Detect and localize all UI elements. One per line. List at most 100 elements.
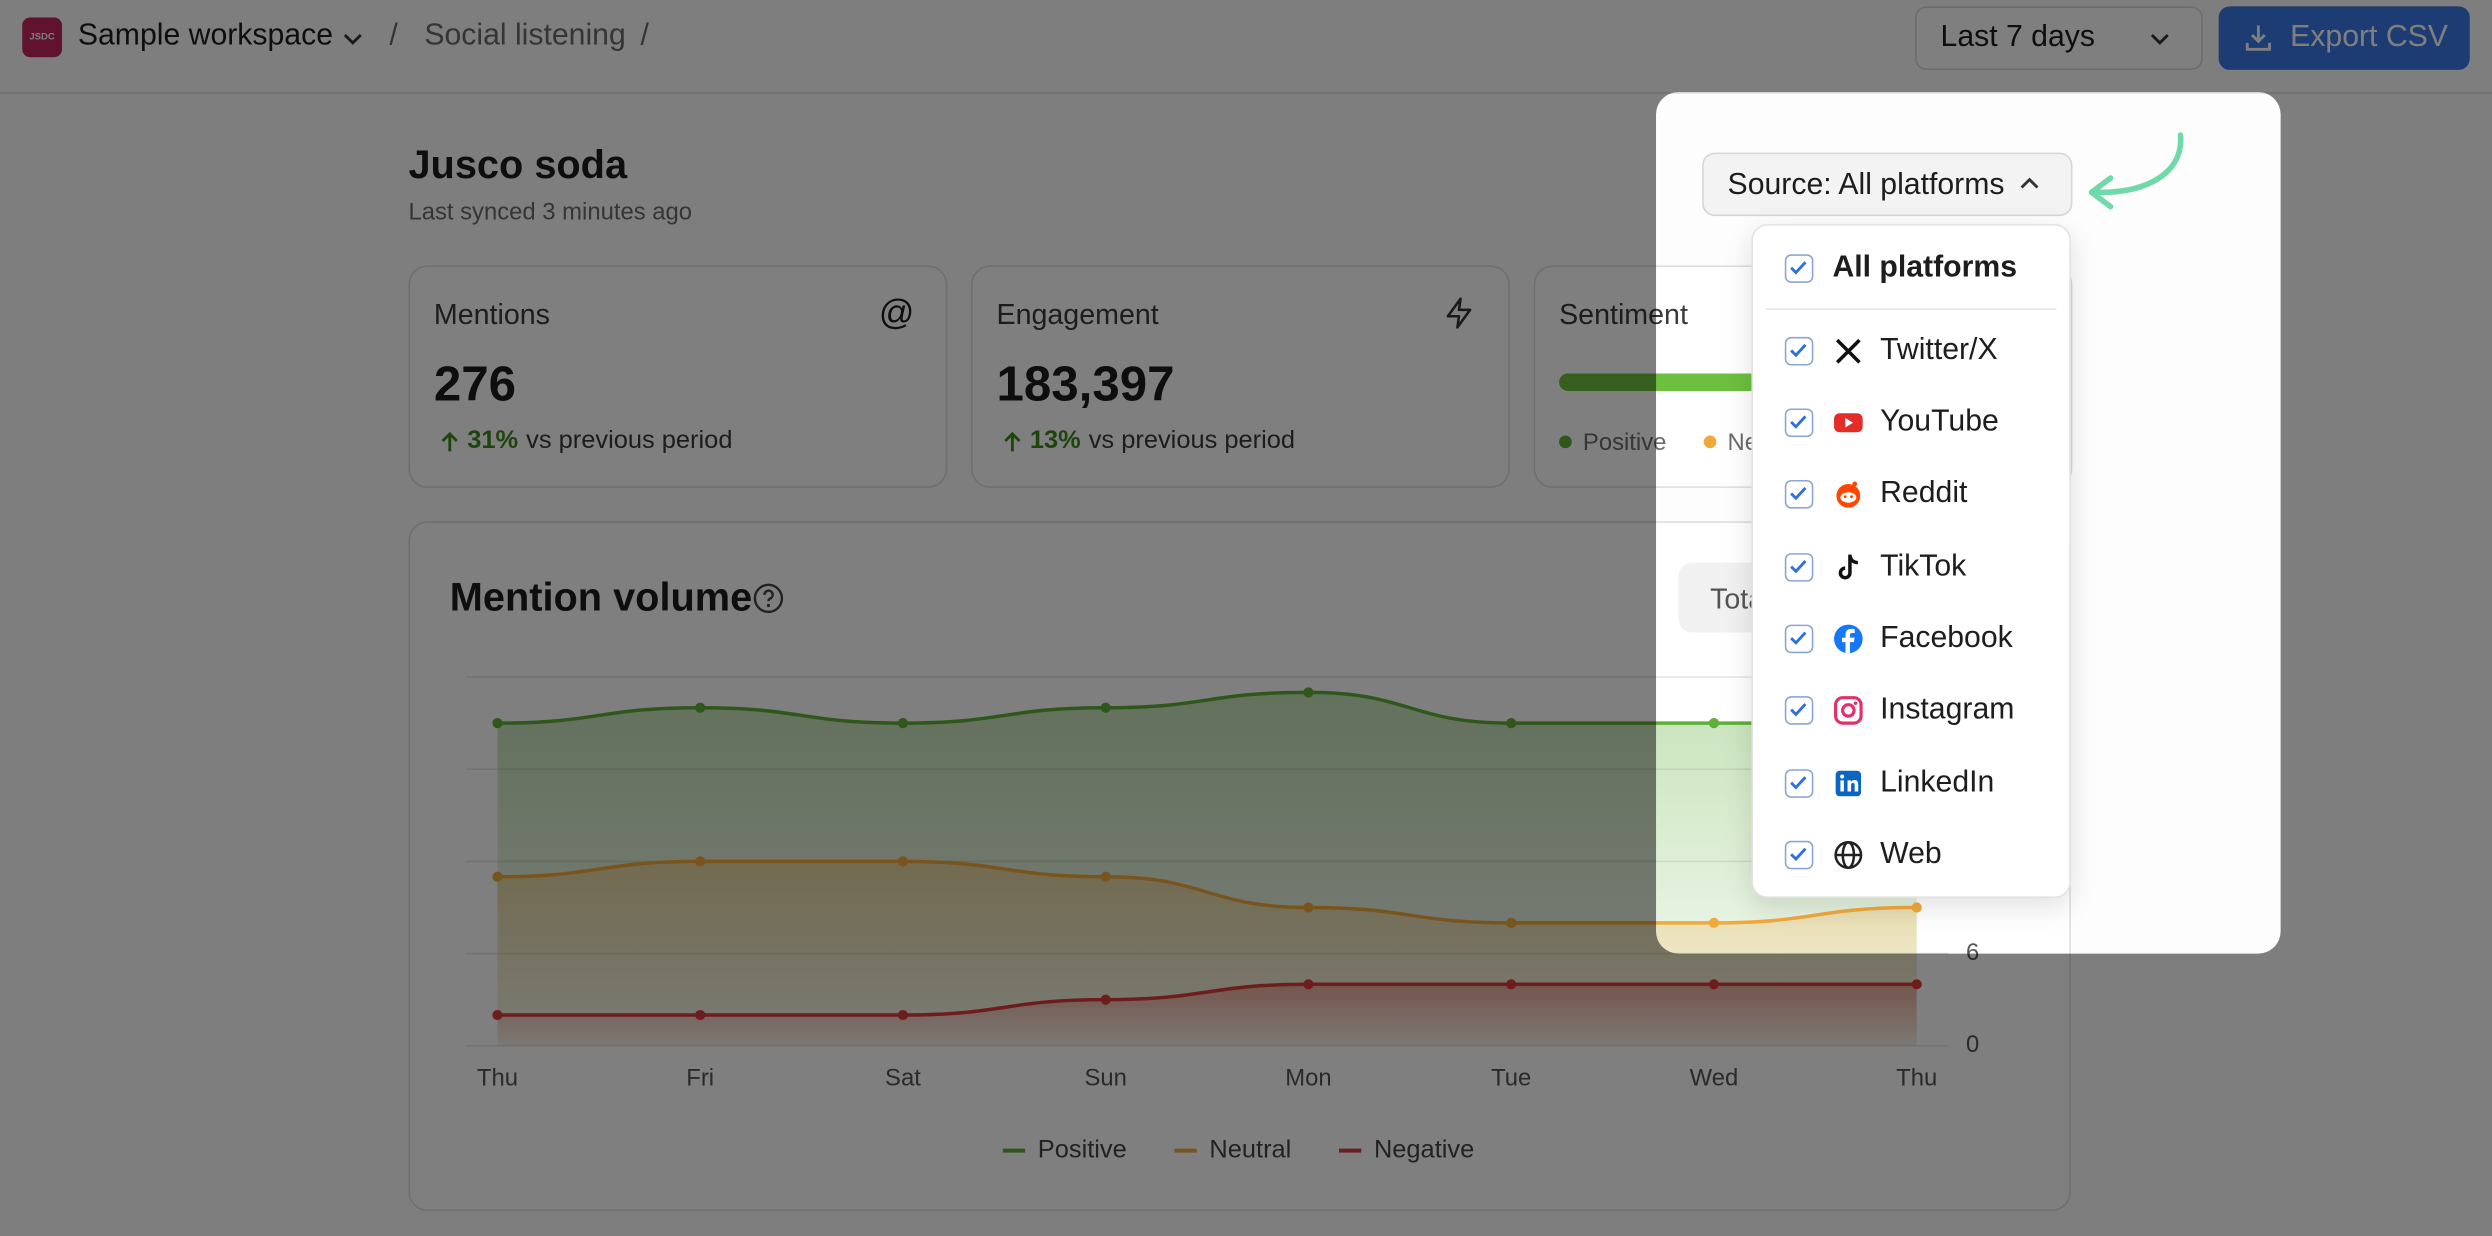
card-title: Mentions [433,298,550,331]
checkbox[interactable] [1784,624,1814,654]
line [497,982,1917,1017]
checkmark [1790,631,1807,645]
source-option[interactable]: Reddit [1753,462,2072,526]
change-note: vs previous period [526,427,733,455]
checkmark [1790,261,1807,275]
point [695,1009,706,1021]
option-label: Facebook [1880,621,2013,655]
platform-icon [1835,770,1862,797]
x-tick-label: Sat [885,1064,921,1091]
sync-status: Last synced 3 minutes ago [408,198,693,226]
option-label: All platforms [1832,251,2018,285]
card-change: 31% vs previous period [440,428,732,457]
legend-label: Negative [1374,1135,1474,1163]
checkbox[interactable] [1784,336,1814,366]
source-option[interactable]: All platforms [1753,237,2072,301]
legend-label: Neutral [1209,1135,1291,1163]
at-icon: @ [878,292,915,333]
point [695,856,706,867]
line [497,690,1917,725]
source-option[interactable]: TikTok [1753,536,2072,600]
point [897,1009,909,1021]
platform-icon [1835,338,1861,364]
y-tick-label: 0 [1966,1031,1979,1058]
up-arrow [441,431,458,452]
checkbox[interactable] [1784,254,1814,283]
workspace-name[interactable]: Sample workspace [77,19,334,53]
legend-dot [1559,435,1572,449]
option-label: LinkedIn [1880,766,1995,800]
workspace-logo[interactable]: JSDC [22,17,62,58]
platform-icon [1834,696,1863,725]
checkbox[interactable] [1784,408,1814,438]
platform-icon [1834,624,1863,654]
legend-label: Positive [1038,1135,1127,1163]
card-value: 276 [433,356,517,412]
x-tick-label: Tue [1491,1064,1531,1091]
date-range-label: Last 7 days [1940,20,2095,55]
point [1708,979,1720,990]
export-label: Export CSV [2290,20,2448,55]
checkmark [1790,560,1807,574]
point [492,871,503,882]
change-percent: 31% [467,427,519,455]
engagement-card [971,265,1510,488]
source-option[interactable]: Facebook [1753,607,2072,671]
source-option[interactable]: Web [1753,823,2072,887]
option-label: Web [1880,837,1942,871]
point [1506,718,1517,729]
platform-icon [1834,841,1863,870]
x-tick-label: Wed [1690,1064,1739,1091]
checkmark [1790,776,1807,790]
breadcrumb[interactable]: Social listening [424,19,626,53]
point [1100,994,1111,1005]
checkbox[interactable] [1784,840,1814,870]
x-tick-label: Thu [1896,1064,1937,1091]
area [497,984,1917,1046]
download-icon [2245,25,2271,51]
up-arrow [1004,431,1021,452]
mentions-card [408,265,948,488]
point [492,718,503,729]
breadcrumb-separator: / [640,19,649,53]
x-tick-label: Fri [686,1064,714,1091]
option-label: TikTok [1880,549,1967,584]
point [1303,902,1314,913]
platform-icon [1836,481,1861,508]
help-icon[interactable] [752,582,785,615]
point [1100,871,1111,882]
change-note: vs previous period [1088,427,1296,455]
point [1100,702,1111,713]
hint-arrow [2088,132,2184,210]
y-tick-label: 6 [1966,939,1979,966]
source-option[interactable]: Twitter/X [1753,319,2072,383]
option-label: YouTube [1880,405,1999,439]
source-filter-button[interactable] [1702,152,2073,217]
point [1708,917,1720,928]
page-title: Jusco soda [408,143,628,188]
source-option[interactable]: YouTube [1753,391,2072,455]
checkmark [1790,847,1807,862]
source-option[interactable]: Instagram [1753,679,2072,743]
point [1506,917,1517,928]
legend-label: Positive [1582,429,1667,457]
chevron-down[interactable] [340,25,365,50]
option-label: Instagram [1880,692,2015,727]
point [695,702,706,713]
checkbox[interactable] [1784,553,1814,582]
chevron-down [2150,33,2169,45]
checkmark [1790,703,1807,717]
point [897,856,909,867]
checkmark [1790,415,1807,429]
x-tick-label: Thu [477,1064,518,1091]
chart-title: Mention volume [449,575,753,620]
source-option[interactable]: LinkedIn [1753,752,2072,816]
checkbox[interactable] [1784,769,1814,798]
point [1911,979,1922,990]
checkbox[interactable] [1784,479,1814,509]
checkbox[interactable] [1784,696,1814,725]
x-tick-label: Mon [1285,1064,1331,1091]
menu-divider [1765,308,2057,310]
card-title: Engagement [996,298,1159,331]
